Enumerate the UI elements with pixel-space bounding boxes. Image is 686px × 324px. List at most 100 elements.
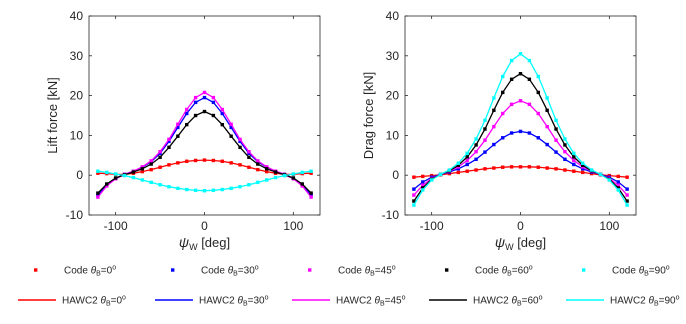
- lift-point-0: [158, 165, 162, 169]
- drag-point-3: [563, 143, 567, 147]
- lift-point-4: [264, 178, 269, 182]
- drag-line-4: [413, 52, 628, 206]
- lift-point-4: [185, 187, 189, 192]
- lift-point-4: [202, 189, 207, 193]
- drag-point-2: [536, 111, 540, 116]
- drag-point-0: [563, 168, 567, 172]
- drag-point-3: [412, 199, 416, 203]
- drag-point-3: [509, 77, 514, 81]
- lift-point-2: [309, 195, 313, 199]
- drag-point-4: [554, 118, 558, 122]
- lift-axes-box: [88, 15, 321, 216]
- drag-point-0: [483, 167, 487, 171]
- lift-point-2: [256, 159, 260, 163]
- lift-point-3: [273, 170, 278, 174]
- lift-point-3: [149, 162, 153, 166]
- drag-point-0: [509, 165, 514, 169]
- lift-point-2: [247, 150, 251, 154]
- lift-ytick-label: 40: [70, 9, 84, 23]
- drag-point-1: [412, 187, 416, 191]
- legend-hawc2-label: HAWC2 θB=30o: [199, 295, 269, 308]
- lift-point-4: [105, 170, 109, 175]
- lift-xtick-label: 0: [201, 219, 208, 233]
- drag-point-3: [616, 186, 620, 190]
- legend-code-marker: [34, 268, 38, 272]
- drag-point-2: [545, 124, 549, 129]
- drag-point-3: [474, 143, 478, 147]
- lift-point-4: [211, 188, 216, 193]
- legend-code-marker: [445, 268, 449, 272]
- drag-point-2: [501, 111, 505, 116]
- drag-point-0: [616, 174, 620, 179]
- drag-point-0: [492, 166, 496, 170]
- drag-axes-box: [404, 15, 637, 216]
- lift-point-3: [309, 191, 313, 195]
- drag-point-4: [501, 74, 505, 79]
- legend-code-marker: [171, 268, 175, 272]
- lift-series-3: [96, 109, 313, 195]
- legend-code-label: Code θB=90o: [612, 265, 670, 278]
- drag-point-3: [545, 108, 549, 113]
- drag-line-3: [413, 72, 628, 202]
- lift-point-2: [167, 137, 171, 142]
- drag-point-3: [492, 108, 496, 113]
- lift-point-3: [96, 191, 100, 195]
- drag-point-2: [465, 158, 469, 163]
- lift-point-4: [291, 172, 296, 176]
- lift-point-2: [158, 150, 162, 154]
- lift-xlabel: ψW [deg]: [179, 234, 230, 252]
- lift-point-2: [96, 195, 100, 199]
- lift-point-0: [193, 158, 198, 163]
- lift-point-1: [176, 125, 180, 130]
- drag-point-0: [412, 175, 416, 179]
- drag-point-2: [509, 102, 514, 107]
- drag-point-3: [456, 163, 461, 167]
- lift-point-2: [264, 165, 269, 169]
- drag-ytick-label: -10: [382, 208, 400, 222]
- lift-point-3: [202, 109, 207, 114]
- drag-ylabel: Drag force [kN]: [361, 72, 376, 159]
- lift-point-4: [229, 186, 233, 191]
- drag-point-4: [518, 52, 523, 56]
- lift-point-4: [122, 173, 127, 178]
- drag-point-4: [545, 96, 549, 100]
- lift-point-4: [140, 178, 145, 182]
- drag-point-1: [625, 187, 629, 191]
- lift-point-0: [149, 167, 153, 172]
- drag-point-1: [492, 142, 496, 147]
- lift-point-3: [158, 155, 162, 159]
- drag-point-1: [563, 157, 567, 161]
- drag-point-4: [483, 118, 487, 122]
- lift-point-2: [211, 95, 216, 100]
- drag-point-0: [474, 168, 478, 172]
- lift-point-3: [211, 113, 216, 118]
- lift-point-0: [220, 159, 224, 163]
- lift-point-4: [273, 175, 278, 180]
- lift-point-1: [211, 100, 216, 105]
- lift-point-1: [238, 139, 242, 144]
- lift-point-4: [256, 180, 260, 185]
- lift-point-2: [238, 137, 242, 142]
- lift-ytick-label: 30: [70, 49, 84, 63]
- drag-point-0: [536, 165, 540, 169]
- lift-point-2: [149, 159, 153, 163]
- lift-point-3: [140, 167, 145, 171]
- lift-point-2: [202, 90, 207, 95]
- drag-point-2: [483, 138, 487, 142]
- drag-point-3: [554, 127, 558, 131]
- lift-point-1: [229, 125, 233, 130]
- drag-point-0: [465, 169, 469, 173]
- lift-ytick-label: 0: [76, 168, 83, 182]
- drag-point-1: [465, 162, 469, 167]
- drag-point-2: [554, 138, 558, 142]
- drag-ytick-label: 10: [386, 128, 400, 142]
- drag-point-1: [483, 150, 487, 154]
- lift-point-0: [238, 163, 242, 167]
- drag-point-1: [580, 167, 585, 171]
- lift-point-0: [202, 158, 207, 162]
- drag-ytick-label: 20: [386, 89, 400, 103]
- lift-point-4: [113, 172, 118, 176]
- lift-point-1: [193, 100, 198, 105]
